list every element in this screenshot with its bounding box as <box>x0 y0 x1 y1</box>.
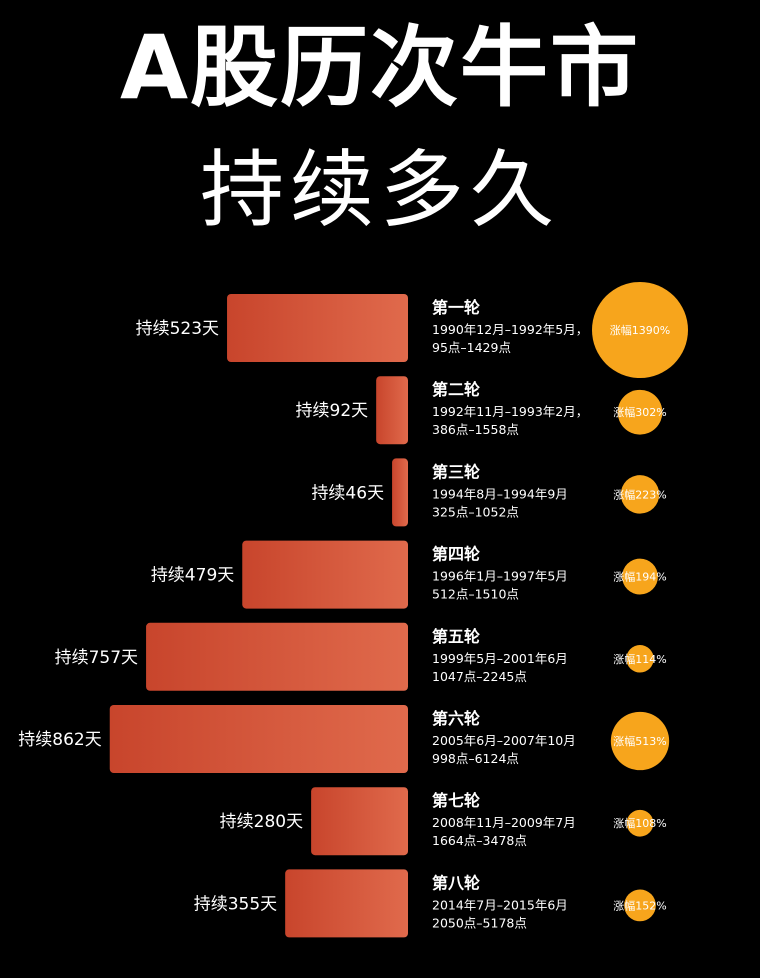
page-title: A股历次牛市 <box>119 16 641 119</box>
duration-label: 持续523天 <box>136 319 219 339</box>
duration-label: 持续46天 <box>311 483 384 503</box>
round-title: 第四轮 <box>432 545 480 564</box>
round-title: 第二轮 <box>432 380 480 399</box>
duration-bar <box>109 705 409 773</box>
round-points: 512点–1510点 <box>432 587 519 602</box>
round-period: 2014年7月–2015年6月 <box>432 897 568 912</box>
round-period: 1994年8月–1994年9月 <box>432 486 568 501</box>
duration-label: 持续355天 <box>194 894 277 914</box>
round-row: 持续46天 第三轮 1994年8月–1994年9月 325点–1052点 涨幅223% <box>311 458 667 527</box>
duration-bar <box>285 869 408 938</box>
gain-label: 涨幅108% <box>613 817 666 830</box>
round-points: 386点–1558点 <box>432 422 519 437</box>
duration-label: 持续757天 <box>55 648 138 668</box>
round-row: 持续92天 第二轮 1992年11月–1993年2月， 386点–1558点 涨幅302… <box>296 376 667 445</box>
duration-label: 持续280天 <box>220 812 303 832</box>
round-period: 2008年11月–2009年7月 <box>432 815 576 830</box>
round-points: 998点–6124点 <box>432 751 519 766</box>
gain-label: 涨幅114% <box>613 653 666 666</box>
round-period: 1996年1月–1997年5月 <box>432 569 568 584</box>
gain-label: 涨幅152% <box>613 899 666 912</box>
gain-label: 涨幅1390% <box>610 324 670 337</box>
round-title: 第八轮 <box>432 873 480 892</box>
round-title: 第三轮 <box>432 462 480 481</box>
round-period: 1990年12月–1992年5月， <box>432 322 588 337</box>
round-row: 持续479天 第四轮 1996年1月–1997年5月 512点–1510点 涨幅194% <box>151 540 667 609</box>
round-row: 持续862天 第六轮 2005年6月–2007年10月 998点–6124点 涨幅513… <box>18 705 670 773</box>
round-points: 1664点–3478点 <box>432 833 527 848</box>
round-points: 95点–1429点 <box>432 340 511 355</box>
gain-bubble <box>626 645 654 673</box>
gain-label: 涨幅302% <box>613 406 666 419</box>
gain-bubble <box>620 475 660 514</box>
round-row: 持续280天 第七轮 2008年11月–2009年7月 1664点–3478点 涨幅10… <box>220 787 667 856</box>
gain-label: 涨幅194% <box>613 571 666 584</box>
round-points: 325点–1052点 <box>432 504 519 519</box>
gain-label: 涨幅513% <box>613 735 666 748</box>
round-row: 持续523天 第一轮 1990年12月–1992年5月， 95点–1429点 涨幅139… <box>136 282 688 378</box>
round-period: 2005年6月–2007年10月 <box>432 733 576 748</box>
round-period: 1999年5月–2001年6月 <box>432 651 568 666</box>
duration-label: 持续92天 <box>296 401 369 421</box>
duration-bar <box>146 622 408 691</box>
duration-bar <box>311 787 408 856</box>
round-title: 第五轮 <box>432 627 480 646</box>
page-subtitle: 持续多久 <box>199 141 560 239</box>
round-title: 第六轮 <box>432 709 480 728</box>
gain-bubble <box>610 711 670 771</box>
round-title: 第七轮 <box>432 791 480 810</box>
gain-bubble <box>592 282 688 378</box>
duration-bar <box>242 540 408 609</box>
duration-bar <box>376 376 408 445</box>
gain-bubble <box>624 889 656 922</box>
gain-label: 涨幅223% <box>613 488 666 501</box>
round-title: 第一轮 <box>432 298 480 317</box>
gain-bubble <box>617 389 663 435</box>
duration-label: 持续862天 <box>18 730 101 750</box>
duration-bar <box>227 294 408 362</box>
duration-bar <box>392 458 408 527</box>
gain-bubble <box>622 558 658 595</box>
round-points: 1047点–2245点 <box>432 669 527 684</box>
duration-label: 持续479天 <box>151 566 234 586</box>
round-row: 持续757天 第五轮 1999年5月–2001年6月 1047点–2245点 涨幅114… <box>55 622 667 691</box>
gain-bubble <box>626 809 654 837</box>
round-row: 持续355天 第八轮 2014年7月–2015年6月 2050点–5178点 涨幅152… <box>194 869 667 938</box>
round-points: 2050点–5178点 <box>432 915 527 930</box>
round-period: 1992年11月–1993年2月， <box>432 404 588 419</box>
